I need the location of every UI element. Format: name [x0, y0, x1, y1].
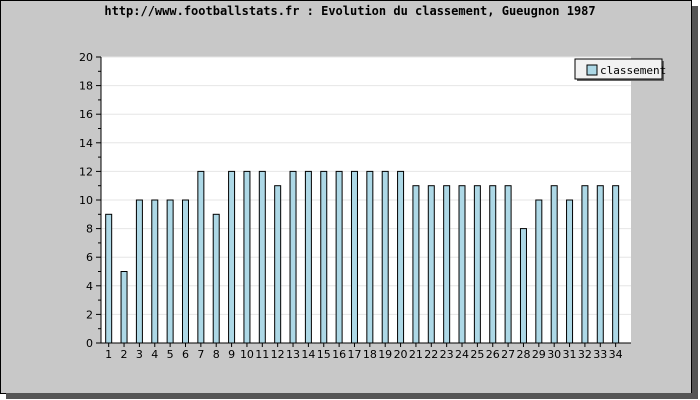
x-tick-label: 16	[332, 348, 346, 361]
x-tick-label: 8	[213, 348, 220, 361]
bar	[120, 271, 128, 344]
bar	[320, 170, 328, 344]
bar	[397, 170, 405, 344]
x-tick-label: 20	[394, 348, 408, 361]
y-tick-label: 14	[79, 137, 93, 150]
x-tick-labels: 1 2 3 4 5 6 7 8 9 10 11 12 13 14 15 16 17 18 19 20 21 22 23 24 2…	[105, 348, 622, 361]
x-tick-label: 1	[105, 348, 112, 361]
bar	[289, 170, 297, 344]
legend-label: classement	[600, 64, 666, 77]
y-tick-label: 4	[86, 280, 93, 293]
x-tick-label: 7	[197, 348, 204, 361]
bar	[350, 170, 358, 344]
frame-shadow-right	[692, 6, 698, 398]
bar	[243, 170, 251, 344]
y-tick-labels: 0 2 4 6 8 10 12 14 16 18 20	[79, 51, 93, 350]
bar	[212, 213, 220, 344]
bar	[519, 228, 527, 344]
bar	[412, 185, 420, 344]
x-tick-label: 15	[317, 348, 331, 361]
bar	[473, 185, 481, 344]
bar	[581, 185, 589, 344]
x-tick-label: 5	[167, 348, 174, 361]
bar	[535, 199, 543, 344]
y-tick-label: 18	[79, 80, 93, 93]
axes	[96, 56, 631, 347]
bar	[366, 170, 374, 344]
x-tick-label: 3	[136, 348, 143, 361]
x-tick-label: 32	[578, 348, 592, 361]
chart-title: http://www.footballstats.fr : Evolution …	[104, 4, 595, 18]
x-tick-label: 18	[363, 348, 377, 361]
y-tick-label: 0	[86, 337, 93, 350]
x-tick-label: 10	[240, 348, 254, 361]
y-tick-label: 8	[86, 223, 93, 236]
y-tick-label: 16	[79, 108, 93, 121]
x-tick-label: 24	[455, 348, 469, 361]
x-tick-label: 28	[516, 348, 530, 361]
bar	[105, 213, 113, 344]
bar	[166, 199, 174, 344]
x-tick-label: 2	[121, 348, 128, 361]
bar	[443, 185, 451, 344]
y-tick-label: 12	[79, 165, 93, 178]
bar	[596, 185, 604, 344]
x-tick-label: 14	[301, 348, 315, 361]
x-tick-label: 26	[486, 348, 500, 361]
x-tick-label: 9	[228, 348, 235, 361]
bar	[335, 170, 343, 344]
x-tick-label: 22	[424, 348, 438, 361]
y-tick-label: 20	[79, 51, 93, 64]
x-tick-label: 6	[182, 348, 189, 361]
x-tick-label: 21	[409, 348, 423, 361]
x-tick-label: 29	[532, 348, 546, 361]
x-tick-label: 13	[286, 348, 300, 361]
bar	[181, 199, 189, 344]
x-tick-label: 4	[151, 348, 158, 361]
x-tick-label: 12	[271, 348, 285, 361]
bar	[612, 185, 620, 344]
bar	[197, 170, 205, 344]
x-tick-label: 31	[563, 348, 577, 361]
bar	[504, 185, 512, 344]
bar	[566, 199, 574, 344]
legend-swatch	[586, 64, 598, 76]
bar	[274, 185, 282, 344]
bar	[258, 170, 266, 344]
bar	[228, 170, 236, 344]
bar	[489, 185, 497, 344]
grid-lines	[101, 56, 631, 315]
x-tick-label: 11	[255, 348, 269, 361]
x-tick-label: 25	[470, 348, 484, 361]
bar	[458, 185, 466, 344]
bar	[151, 199, 159, 344]
bar	[550, 185, 558, 344]
bar	[427, 185, 435, 344]
bar	[381, 170, 389, 344]
x-tick-label: 17	[347, 348, 361, 361]
x-tick-label: 33	[593, 348, 607, 361]
y-tick-label: 6	[86, 251, 93, 264]
legend: classement	[574, 58, 666, 81]
x-tick-label: 34	[609, 348, 623, 361]
x-tick-label: 23	[440, 348, 454, 361]
y-tick-label: 2	[86, 308, 93, 321]
bar	[135, 199, 143, 344]
x-tick-label: 19	[378, 348, 392, 361]
x-tick-label: 30	[547, 348, 561, 361]
y-tick-label: 10	[79, 194, 93, 207]
x-tick-label: 27	[501, 348, 515, 361]
frame-shadow-bottom	[6, 393, 698, 399]
bar	[304, 170, 312, 344]
